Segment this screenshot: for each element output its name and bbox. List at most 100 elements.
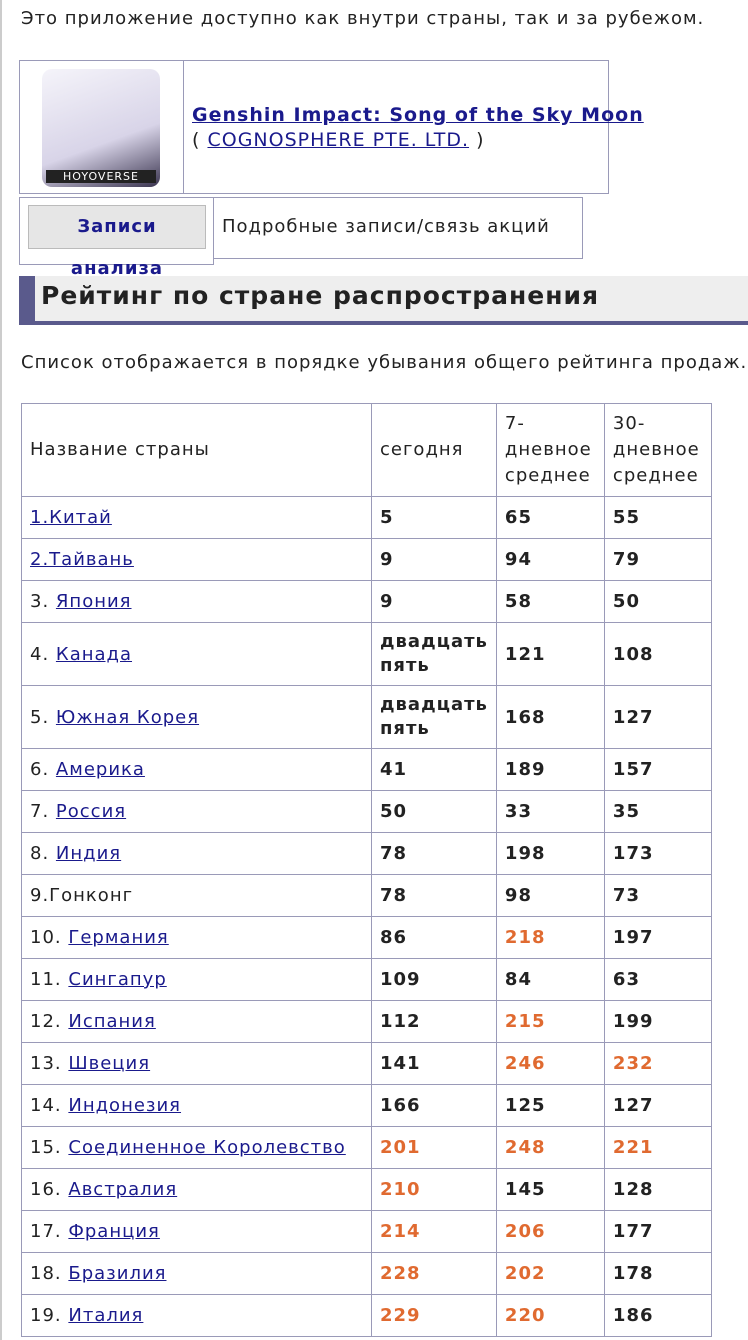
value-cell: 35 — [603, 790, 712, 833]
section-title: Рейтинг по стране распространения — [19, 276, 748, 325]
value-cell: 178 — [603, 1252, 712, 1295]
value-cell: 228 — [371, 1252, 497, 1295]
value-cell: 121 — [495, 622, 605, 686]
country-name[interactable]: Япония — [55, 591, 132, 612]
country-name[interactable]: Индонезия — [68, 1095, 182, 1116]
country-cell: 4. Канада — [21, 622, 372, 686]
value-cell: 168 — [495, 685, 605, 749]
value-cell: 98 — [495, 874, 605, 917]
rank: 6. — [30, 759, 50, 780]
value-cell: 210 — [371, 1168, 497, 1211]
country-name[interactable]: Россия — [55, 801, 127, 822]
country-cell: 19. Италия — [21, 1294, 372, 1337]
value-cell: 199 — [603, 1000, 712, 1043]
value-cell: 214 — [371, 1210, 497, 1253]
analysis-button[interactable]: Записи анализа приложений — [28, 205, 206, 321]
country-name: 9.Гонконг — [30, 885, 134, 906]
country-name[interactable]: Испания — [68, 1011, 156, 1032]
paren: ( — [192, 129, 201, 151]
value-cell: 173 — [603, 832, 712, 875]
table-row: 5. Южная Корея двадцать пять 168 127 — [21, 685, 712, 749]
table-row: 15. Соединенное Королевство 201 248 221 — [21, 1126, 712, 1169]
divider — [183, 61, 184, 193]
value-cell: 86 — [371, 916, 497, 959]
value-cell: 221 — [603, 1126, 712, 1169]
app-card: HOYOVERSE Genshin Impact: Song of the Sk… — [19, 60, 643, 194]
country-cell: 3. Япония — [21, 580, 372, 623]
publisher-link[interactable]: COGNOSPHERE PTE. LTD. — [207, 129, 470, 151]
value-cell: 84 — [495, 958, 605, 1001]
value-cell: 33 — [495, 790, 605, 833]
logo-text: HOYOVERSE — [46, 170, 156, 183]
app-title[interactable]: Genshin Impact: Song of the Sky Moon — [192, 104, 644, 126]
value-cell: двадцать пять — [371, 622, 497, 686]
header-cell: 7-дневное среднее — [495, 403, 605, 497]
country-cell: 1.Китай — [21, 496, 372, 539]
rank: 3. — [30, 591, 50, 612]
value-cell: 127 — [603, 685, 712, 749]
value-cell: 128 — [603, 1168, 712, 1211]
value-cell: 201 — [371, 1126, 497, 1169]
country-name[interactable]: Америка — [55, 759, 145, 780]
value-cell: 55 — [603, 496, 712, 539]
table-row: 1.Китай 5 65 55 — [21, 496, 712, 539]
value-cell: 50 — [603, 580, 712, 623]
table-row: 11. Сингапур 109 84 63 — [21, 958, 712, 1001]
value-cell: 78 — [371, 832, 497, 875]
country-name[interactable]: Индия — [55, 843, 122, 864]
value-cell: 108 — [603, 622, 712, 686]
value-cell: 109 — [371, 958, 497, 1001]
country-name[interactable]: Соединенное Королевство — [68, 1137, 346, 1158]
country-name[interactable]: 1.Китай — [30, 507, 112, 528]
country-name[interactable]: Бразилия — [68, 1263, 167, 1284]
table-row: 13. Швеция 141 246 232 — [21, 1042, 712, 1085]
value-cell: 112 — [371, 1000, 497, 1043]
value-cell: 94 — [495, 538, 605, 581]
country-name[interactable]: Канада — [55, 643, 133, 665]
value-cell: 229 — [371, 1294, 497, 1337]
table-row: 14. Индонезия 166 125 127 — [21, 1084, 712, 1127]
value-cell: 157 — [603, 748, 712, 791]
rank: 7. — [30, 801, 50, 822]
country-name[interactable]: Италия — [68, 1305, 144, 1326]
country-cell: 18. Бразилия — [21, 1252, 372, 1295]
value-cell: 50 — [371, 790, 497, 833]
country-name[interactable]: 2.Тайвань — [30, 549, 134, 570]
paren: ) — [476, 129, 485, 151]
table-row: 12. Испания 112 215 199 — [21, 1000, 712, 1043]
country-cell: 12. Испания — [21, 1000, 372, 1043]
rank: 13. — [30, 1053, 62, 1074]
country-cell: 14. Индонезия — [21, 1084, 372, 1127]
value-cell: 9 — [371, 538, 497, 581]
country-name[interactable]: Австралия — [68, 1179, 178, 1200]
value-cell: 215 — [495, 1000, 605, 1043]
rank: 15. — [30, 1137, 62, 1158]
tab-link[interactable]: Подробные записи/связь акций — [213, 197, 583, 259]
value-cell: 73 — [603, 874, 712, 917]
country-cell: 16. Австралия — [21, 1168, 372, 1211]
country-cell: 8. Индия — [21, 832, 372, 875]
value-cell: 5 — [371, 496, 497, 539]
table-row: 19. Италия 229 220 186 — [21, 1294, 712, 1337]
description: Список отображается в порядке убывания о… — [21, 352, 748, 373]
country-name[interactable]: Сингапур — [68, 969, 167, 990]
value-cell: 145 — [495, 1168, 605, 1211]
table-row: 18. Бразилия 228 202 178 — [21, 1252, 712, 1295]
value-cell: 58 — [495, 580, 605, 623]
table-row: 10. Германия 86 218 197 — [21, 916, 712, 959]
country-name[interactable]: Южная Корея — [55, 706, 200, 728]
country-name[interactable]: Германия — [68, 927, 169, 948]
country-name[interactable]: Франция — [68, 1221, 160, 1242]
table-row: 4. Канада двадцать пять 121 108 — [21, 622, 712, 686]
header-row: Название страны сегодня 7-дневное среднее 3… — [21, 403, 712, 497]
value-cell: 246 — [495, 1042, 605, 1085]
value-cell: 166 — [371, 1084, 497, 1127]
table-row: 16. Австралия 210 145 128 — [21, 1168, 712, 1211]
country-cell: 13. Швеция — [21, 1042, 372, 1085]
value-cell: 177 — [603, 1210, 712, 1253]
intro: Это приложение доступно как внутри стран… — [21, 8, 705, 29]
table-row: 8. Индия 78 198 173 — [21, 832, 712, 875]
table-row: 6. Америка 41 189 157 — [21, 748, 712, 791]
country-name[interactable]: Швеция — [68, 1053, 151, 1074]
